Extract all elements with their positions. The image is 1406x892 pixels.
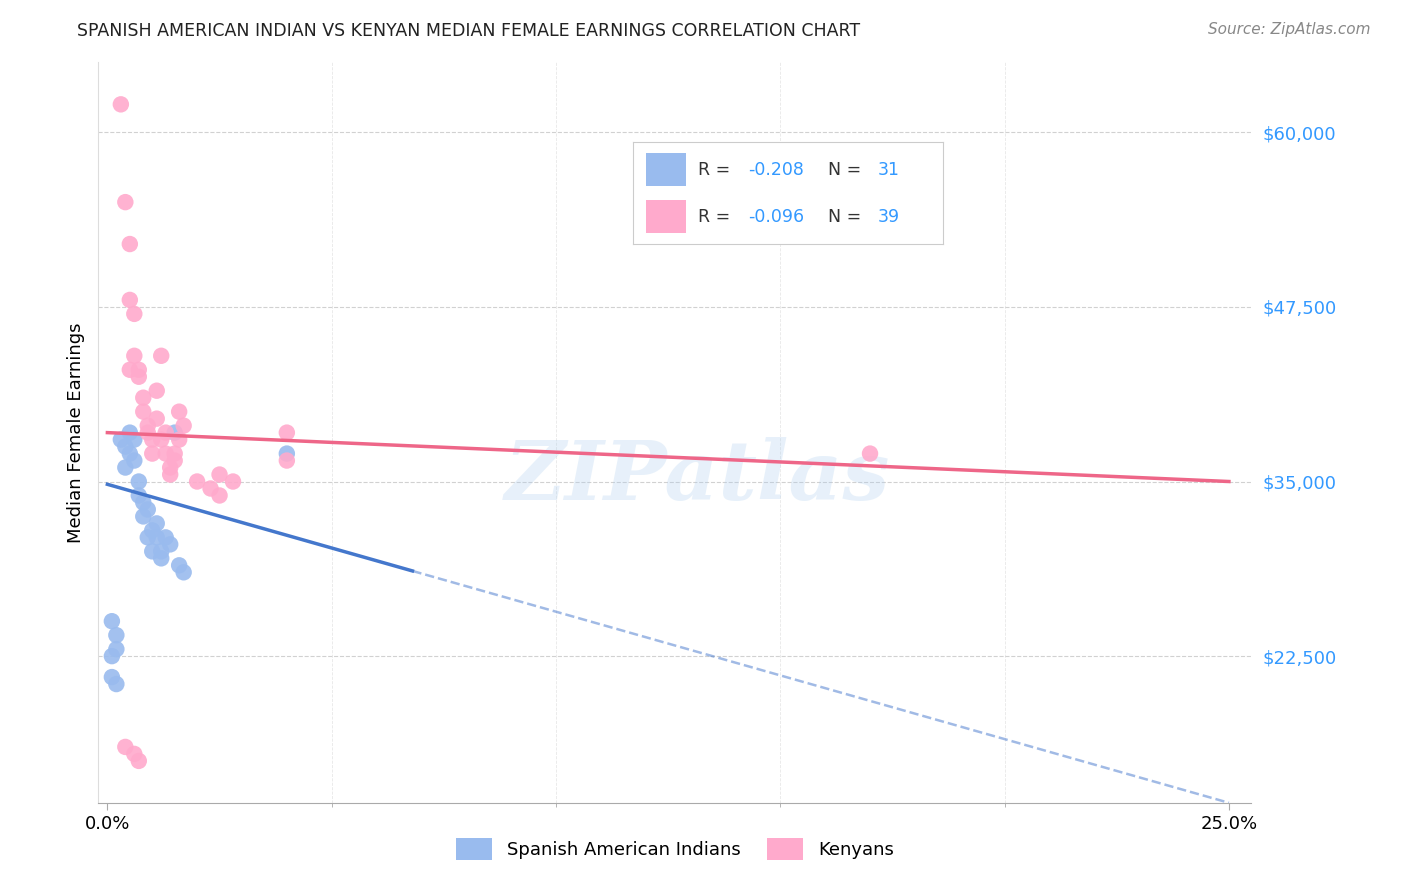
Point [859, 446, 882, 460]
Point [141, 544, 163, 558]
Point [150, 349, 173, 363]
Point [141, 433, 163, 447]
Point [128, 363, 150, 377]
Text: N =: N = [828, 208, 868, 226]
Point [132, 391, 155, 405]
Point [186, 475, 208, 489]
Point [167, 433, 190, 447]
Text: N =: N = [828, 161, 868, 178]
Point [118, 446, 141, 460]
Point [118, 237, 141, 252]
Point [124, 747, 146, 761]
Point [173, 418, 195, 433]
Text: 39: 39 [877, 208, 900, 226]
Point [163, 425, 186, 440]
Point [208, 488, 231, 502]
Point [155, 425, 177, 440]
Point [155, 446, 177, 460]
Text: -0.208: -0.208 [748, 161, 804, 178]
Point [141, 524, 163, 538]
Point [132, 509, 155, 524]
Point [145, 530, 167, 544]
Point [110, 433, 132, 447]
Point [124, 349, 146, 363]
Point [118, 293, 141, 307]
Point [128, 488, 150, 502]
Point [276, 425, 298, 440]
Bar [645, 201, 686, 233]
Point [145, 516, 167, 531]
Point [132, 495, 155, 509]
Point [136, 502, 159, 516]
Point [105, 677, 128, 691]
Point [114, 440, 136, 454]
Point [222, 475, 245, 489]
Point [141, 446, 163, 460]
Point [208, 467, 231, 482]
Point [124, 307, 146, 321]
Point [167, 405, 190, 419]
Point [145, 384, 167, 398]
Point [101, 649, 124, 664]
Legend: Spanish American Indians, Kenyans: Spanish American Indians, Kenyans [456, 838, 894, 861]
Point [105, 642, 128, 657]
Point [159, 537, 181, 551]
Point [124, 433, 146, 447]
Text: R =: R = [699, 208, 737, 226]
Point [155, 530, 177, 544]
Text: ZIPatlas: ZIPatlas [505, 437, 890, 517]
Point [114, 739, 136, 754]
Point [110, 97, 132, 112]
Point [132, 405, 155, 419]
Point [118, 425, 141, 440]
Y-axis label: Median Female Earnings: Median Female Earnings [66, 322, 84, 543]
Point [163, 453, 186, 467]
Text: SPANISH AMERICAN INDIAN VS KENYAN MEDIAN FEMALE EARNINGS CORRELATION CHART: SPANISH AMERICAN INDIAN VS KENYAN MEDIAN… [77, 22, 860, 40]
Point [159, 467, 181, 482]
Point [173, 566, 195, 580]
Point [114, 460, 136, 475]
Point [114, 195, 136, 210]
Point [136, 425, 159, 440]
Point [159, 460, 181, 475]
Point [167, 558, 190, 573]
Point [200, 482, 222, 496]
Point [128, 369, 150, 384]
Point [150, 544, 173, 558]
Point [128, 754, 150, 768]
Text: Source: ZipAtlas.com: Source: ZipAtlas.com [1208, 22, 1371, 37]
Text: 31: 31 [877, 161, 900, 178]
Point [136, 418, 159, 433]
Point [101, 614, 124, 628]
Point [150, 551, 173, 566]
Point [105, 628, 128, 642]
Text: -0.096: -0.096 [748, 208, 804, 226]
Point [150, 433, 173, 447]
Point [276, 453, 298, 467]
Point [118, 363, 141, 377]
Point [124, 453, 146, 467]
Point [163, 446, 186, 460]
Text: R =: R = [699, 161, 737, 178]
Point [276, 446, 298, 460]
Point [145, 411, 167, 425]
Point [101, 670, 124, 684]
Point [136, 530, 159, 544]
Point [128, 475, 150, 489]
Bar [645, 153, 686, 186]
